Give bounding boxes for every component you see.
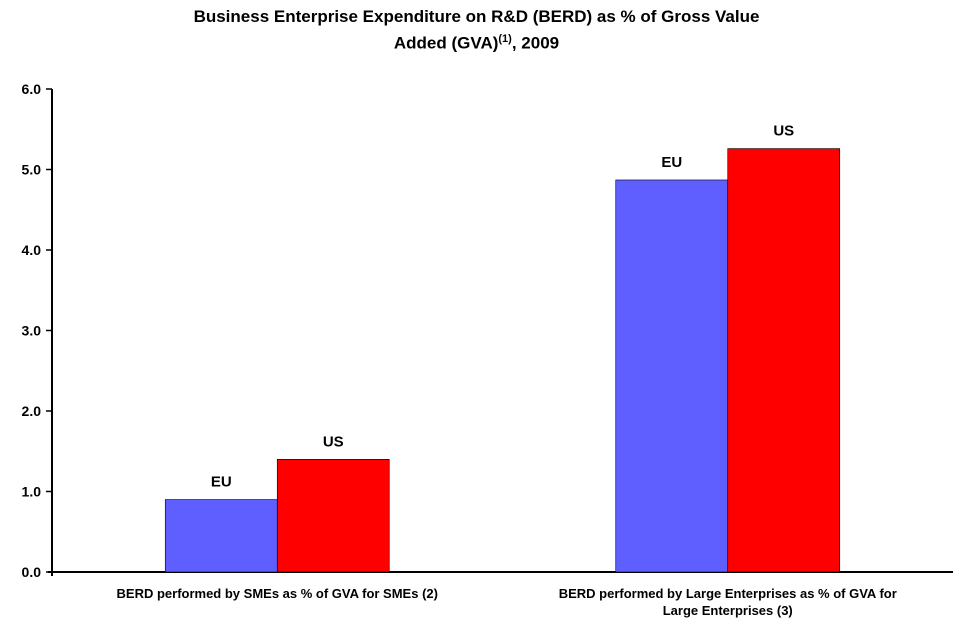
y-tick-label: 0.0 [22, 564, 42, 580]
chart-title-main: Added (GVA) [393, 33, 499, 53]
bar-label-us-2: US [773, 123, 794, 140]
chart-title-line-1: Business Enterprise Expenditure on R&D (… [193, 7, 760, 26]
bar-labels: EU US EU US [211, 123, 794, 491]
chart-title-footnote: (1) [498, 33, 512, 45]
chart-title-line-2: Added (GVA)(1), 2009 [0, 28, 953, 55]
y-tick-label: 2.0 [22, 403, 42, 419]
bar-eu-2 [615, 179, 729, 573]
bar-us-2 [727, 148, 841, 573]
bar-label-us-1: US [323, 433, 344, 450]
bar-label-eu-1: EU [211, 474, 232, 491]
chart-title-year: , 2009 [511, 33, 560, 53]
bar-us-1 [276, 458, 390, 573]
bar-eu-1 [164, 499, 278, 573]
bars [164, 148, 841, 573]
y-tick-label: 1.0 [22, 484, 42, 500]
y-tick-label: 3.0 [22, 323, 42, 339]
category-label-2: BERD performed by Large Enterprises as %… [559, 586, 897, 601]
y-tick-label: 6.0 [22, 81, 42, 97]
y-axis-ticks: 0.0 1.0 2.0 3.0 4.0 5.0 6.0 [22, 81, 52, 580]
y-tick-label: 5.0 [22, 162, 42, 178]
category-label-2: Large Enterprises (3) [663, 603, 793, 618]
category-labels: BERD performed by SMEs as % of GVA for S… [117, 586, 897, 618]
y-tick-label: 4.0 [22, 242, 42, 258]
category-label-1: BERD performed by SMEs as % of GVA for S… [117, 586, 438, 601]
bar-label-eu-2: EU [661, 154, 682, 171]
chart-title: Business Enterprise Expenditure on R&D (… [0, 6, 953, 55]
